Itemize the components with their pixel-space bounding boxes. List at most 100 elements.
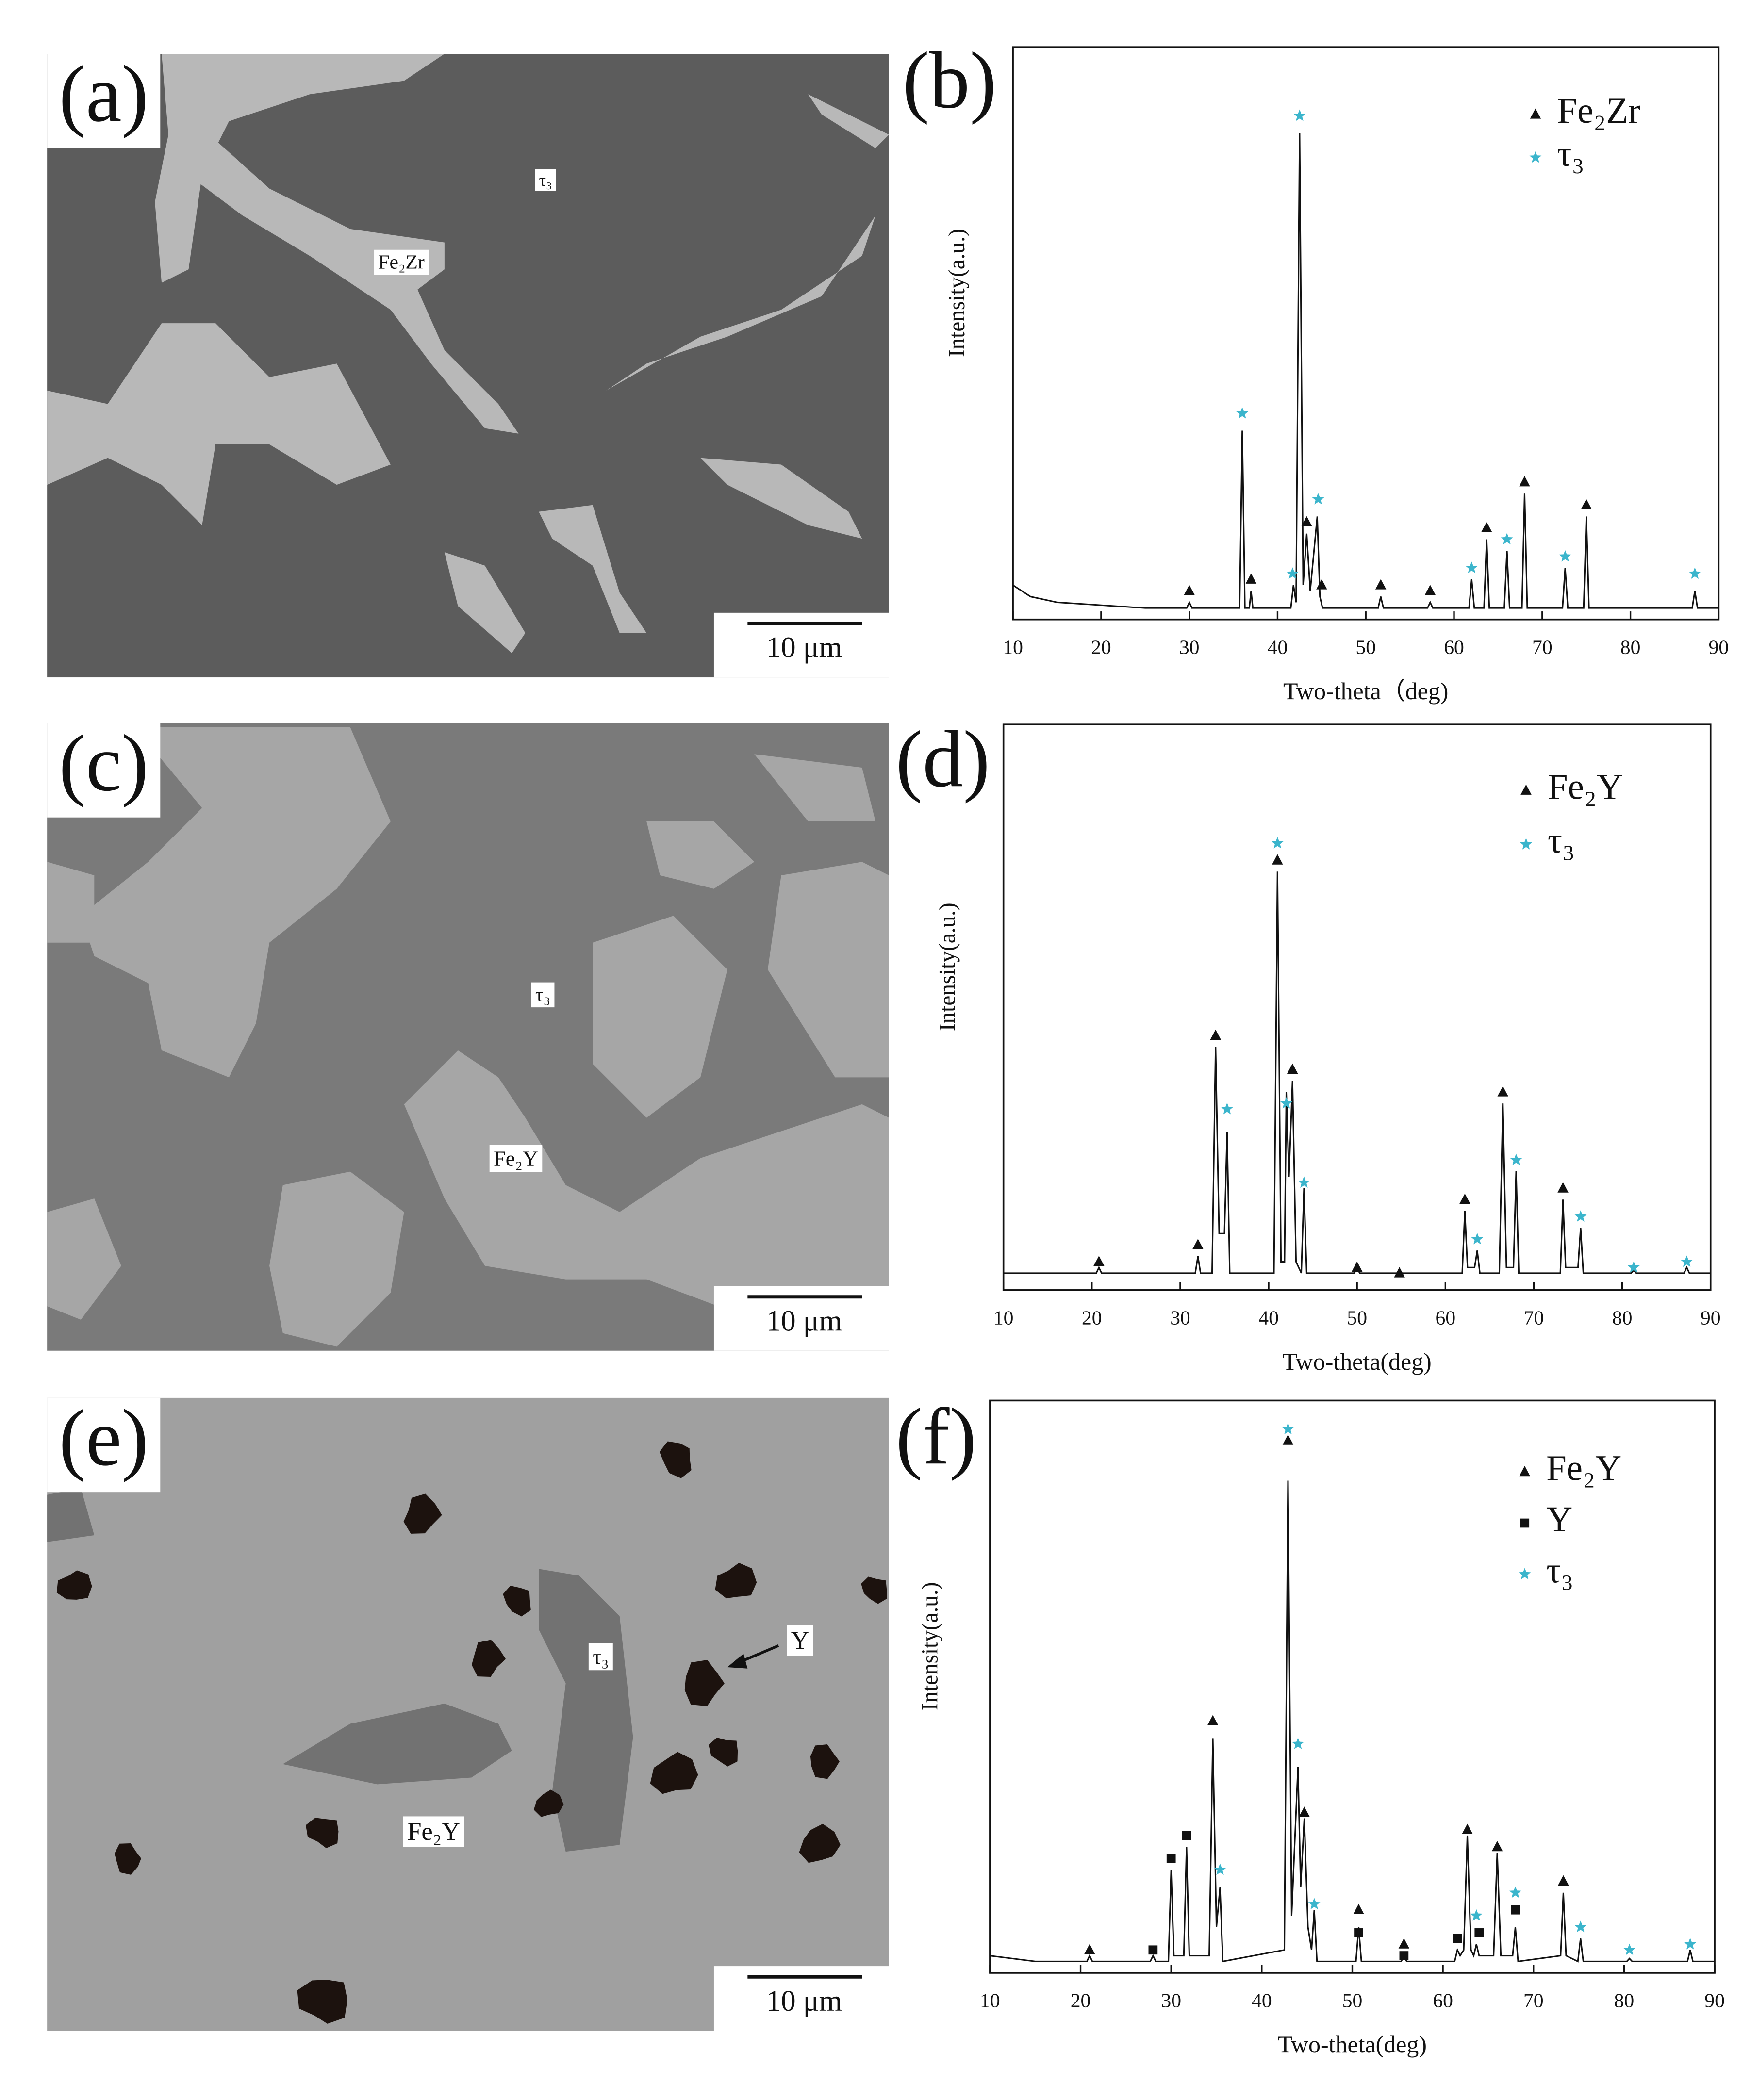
star-marker (1471, 1232, 1484, 1245)
square-marker (1453, 1934, 1462, 1943)
x-tick-label: 20 (1071, 1990, 1091, 2012)
x-tick-label: 40 (1252, 1990, 1272, 2012)
triangle-marker (1519, 476, 1530, 487)
star-marker (1293, 109, 1306, 121)
star-marker (1292, 1738, 1304, 1749)
diffraction-pattern (990, 1480, 1715, 1963)
star-marker (1470, 1909, 1483, 1921)
phase-label: τ₃ (535, 984, 550, 1006)
x-tick-label: 70 (1532, 636, 1553, 658)
x-axis-label: Two-theta(deg) (1278, 2031, 1427, 2058)
star-marker (1520, 838, 1532, 850)
arrow-head (727, 1654, 748, 1669)
x-tick-label: 50 (1342, 1990, 1363, 2012)
phase-label-box (403, 1816, 464, 1847)
phase-label-box (588, 1643, 613, 1671)
triangle-marker (1394, 1267, 1405, 1278)
pore (861, 1576, 887, 1604)
phase-label: τ₃ (593, 1644, 609, 1669)
panel-label-box (47, 1397, 161, 1493)
x-tick-label: 60 (1444, 636, 1464, 658)
legend-label: Fe₂Zr (1557, 91, 1640, 131)
triangle-marker (1207, 1715, 1219, 1725)
star-marker (1559, 550, 1571, 562)
triangle-marker (1581, 499, 1592, 509)
star-marker (1308, 1898, 1321, 1910)
square-marker (1520, 1518, 1530, 1528)
pore (306, 1818, 339, 1848)
panel-label: (f) (896, 1392, 976, 1481)
legend-label: Fe₂Y (1548, 767, 1623, 807)
panel-label: (d) (896, 715, 990, 804)
star-marker (1236, 407, 1249, 419)
x-tick-label: 30 (1179, 636, 1200, 658)
x-tick-label: 70 (1524, 1307, 1544, 1329)
x-axis-label: Two-theta（deg) (1283, 677, 1448, 705)
star-marker (1627, 1261, 1640, 1273)
micrograph-e (47, 1397, 889, 2031)
pore (533, 1789, 564, 1817)
x-tick-label: 10 (980, 1990, 1000, 2012)
legend-label: τ₃ (1557, 134, 1584, 174)
star-marker (1519, 1568, 1531, 1580)
x-tick-label: 50 (1347, 1307, 1367, 1329)
phase-regions (47, 727, 889, 1351)
phase-label: Fe₂Y (494, 1147, 538, 1171)
x-tick-label: 90 (1701, 1307, 1721, 1329)
x-tick-label: 80 (1614, 1990, 1635, 2012)
star-marker (1510, 1153, 1522, 1165)
star-marker (1312, 492, 1324, 505)
star-marker (1298, 1176, 1310, 1188)
triangle-marker (1301, 516, 1312, 526)
triangle-marker (1210, 1029, 1222, 1040)
star-marker (1509, 1886, 1521, 1898)
star-marker (1529, 151, 1542, 163)
x-tick-label: 60 (1436, 1307, 1456, 1329)
pore (810, 1744, 840, 1779)
triangle-marker (1299, 1806, 1310, 1817)
star-marker (1282, 1423, 1294, 1435)
square-marker (1399, 1951, 1409, 1960)
pore (114, 1843, 141, 1875)
square-marker (1166, 1854, 1176, 1863)
pore (684, 1659, 725, 1706)
star-marker (1574, 1920, 1587, 1933)
triangle-marker (1481, 522, 1492, 532)
star-marker (1681, 1255, 1693, 1267)
x-tick-label: 80 (1620, 636, 1641, 658)
x-tick-label: 60 (1433, 1990, 1453, 2012)
phase-label-box (531, 982, 555, 1008)
triangle-marker (1375, 579, 1387, 590)
triangle-marker (1520, 784, 1532, 795)
phase-regions (47, 1488, 633, 1852)
x-tick-label: 10 (993, 1307, 1014, 1329)
x-tick-label: 10 (1003, 636, 1023, 658)
star-marker (1286, 567, 1299, 579)
phase-regions (47, 54, 889, 654)
star-marker (1501, 533, 1513, 545)
pore (403, 1493, 442, 1534)
x-tick-label: 80 (1612, 1307, 1633, 1329)
x-tick-label: 30 (1161, 1990, 1181, 2012)
panel-label-box (47, 723, 161, 818)
square-marker (1148, 1945, 1158, 1955)
pore (715, 1562, 757, 1599)
legend-label: τ₃ (1548, 820, 1575, 861)
pore (56, 1570, 92, 1600)
scale-bar-label: 10 μm (766, 1305, 842, 1337)
phase-label-box (374, 249, 429, 275)
legend-label: Fe₂Y (1546, 1448, 1621, 1489)
x-tick-label: 50 (1355, 636, 1376, 658)
square-marker (1511, 1905, 1520, 1915)
star-marker (1623, 1943, 1636, 1955)
phase-label: Fe₂Y (407, 1818, 460, 1846)
panel-label: (b) (903, 36, 997, 125)
phase-label-box (489, 1145, 543, 1172)
triangle-marker (1093, 1256, 1105, 1266)
square-marker (1182, 1831, 1191, 1840)
y-axis-label: Intensity(a.u.) (935, 902, 960, 1031)
x-tick-label: 40 (1258, 1307, 1279, 1329)
diffraction-pattern (1003, 871, 1711, 1274)
star-marker (1280, 1097, 1292, 1109)
